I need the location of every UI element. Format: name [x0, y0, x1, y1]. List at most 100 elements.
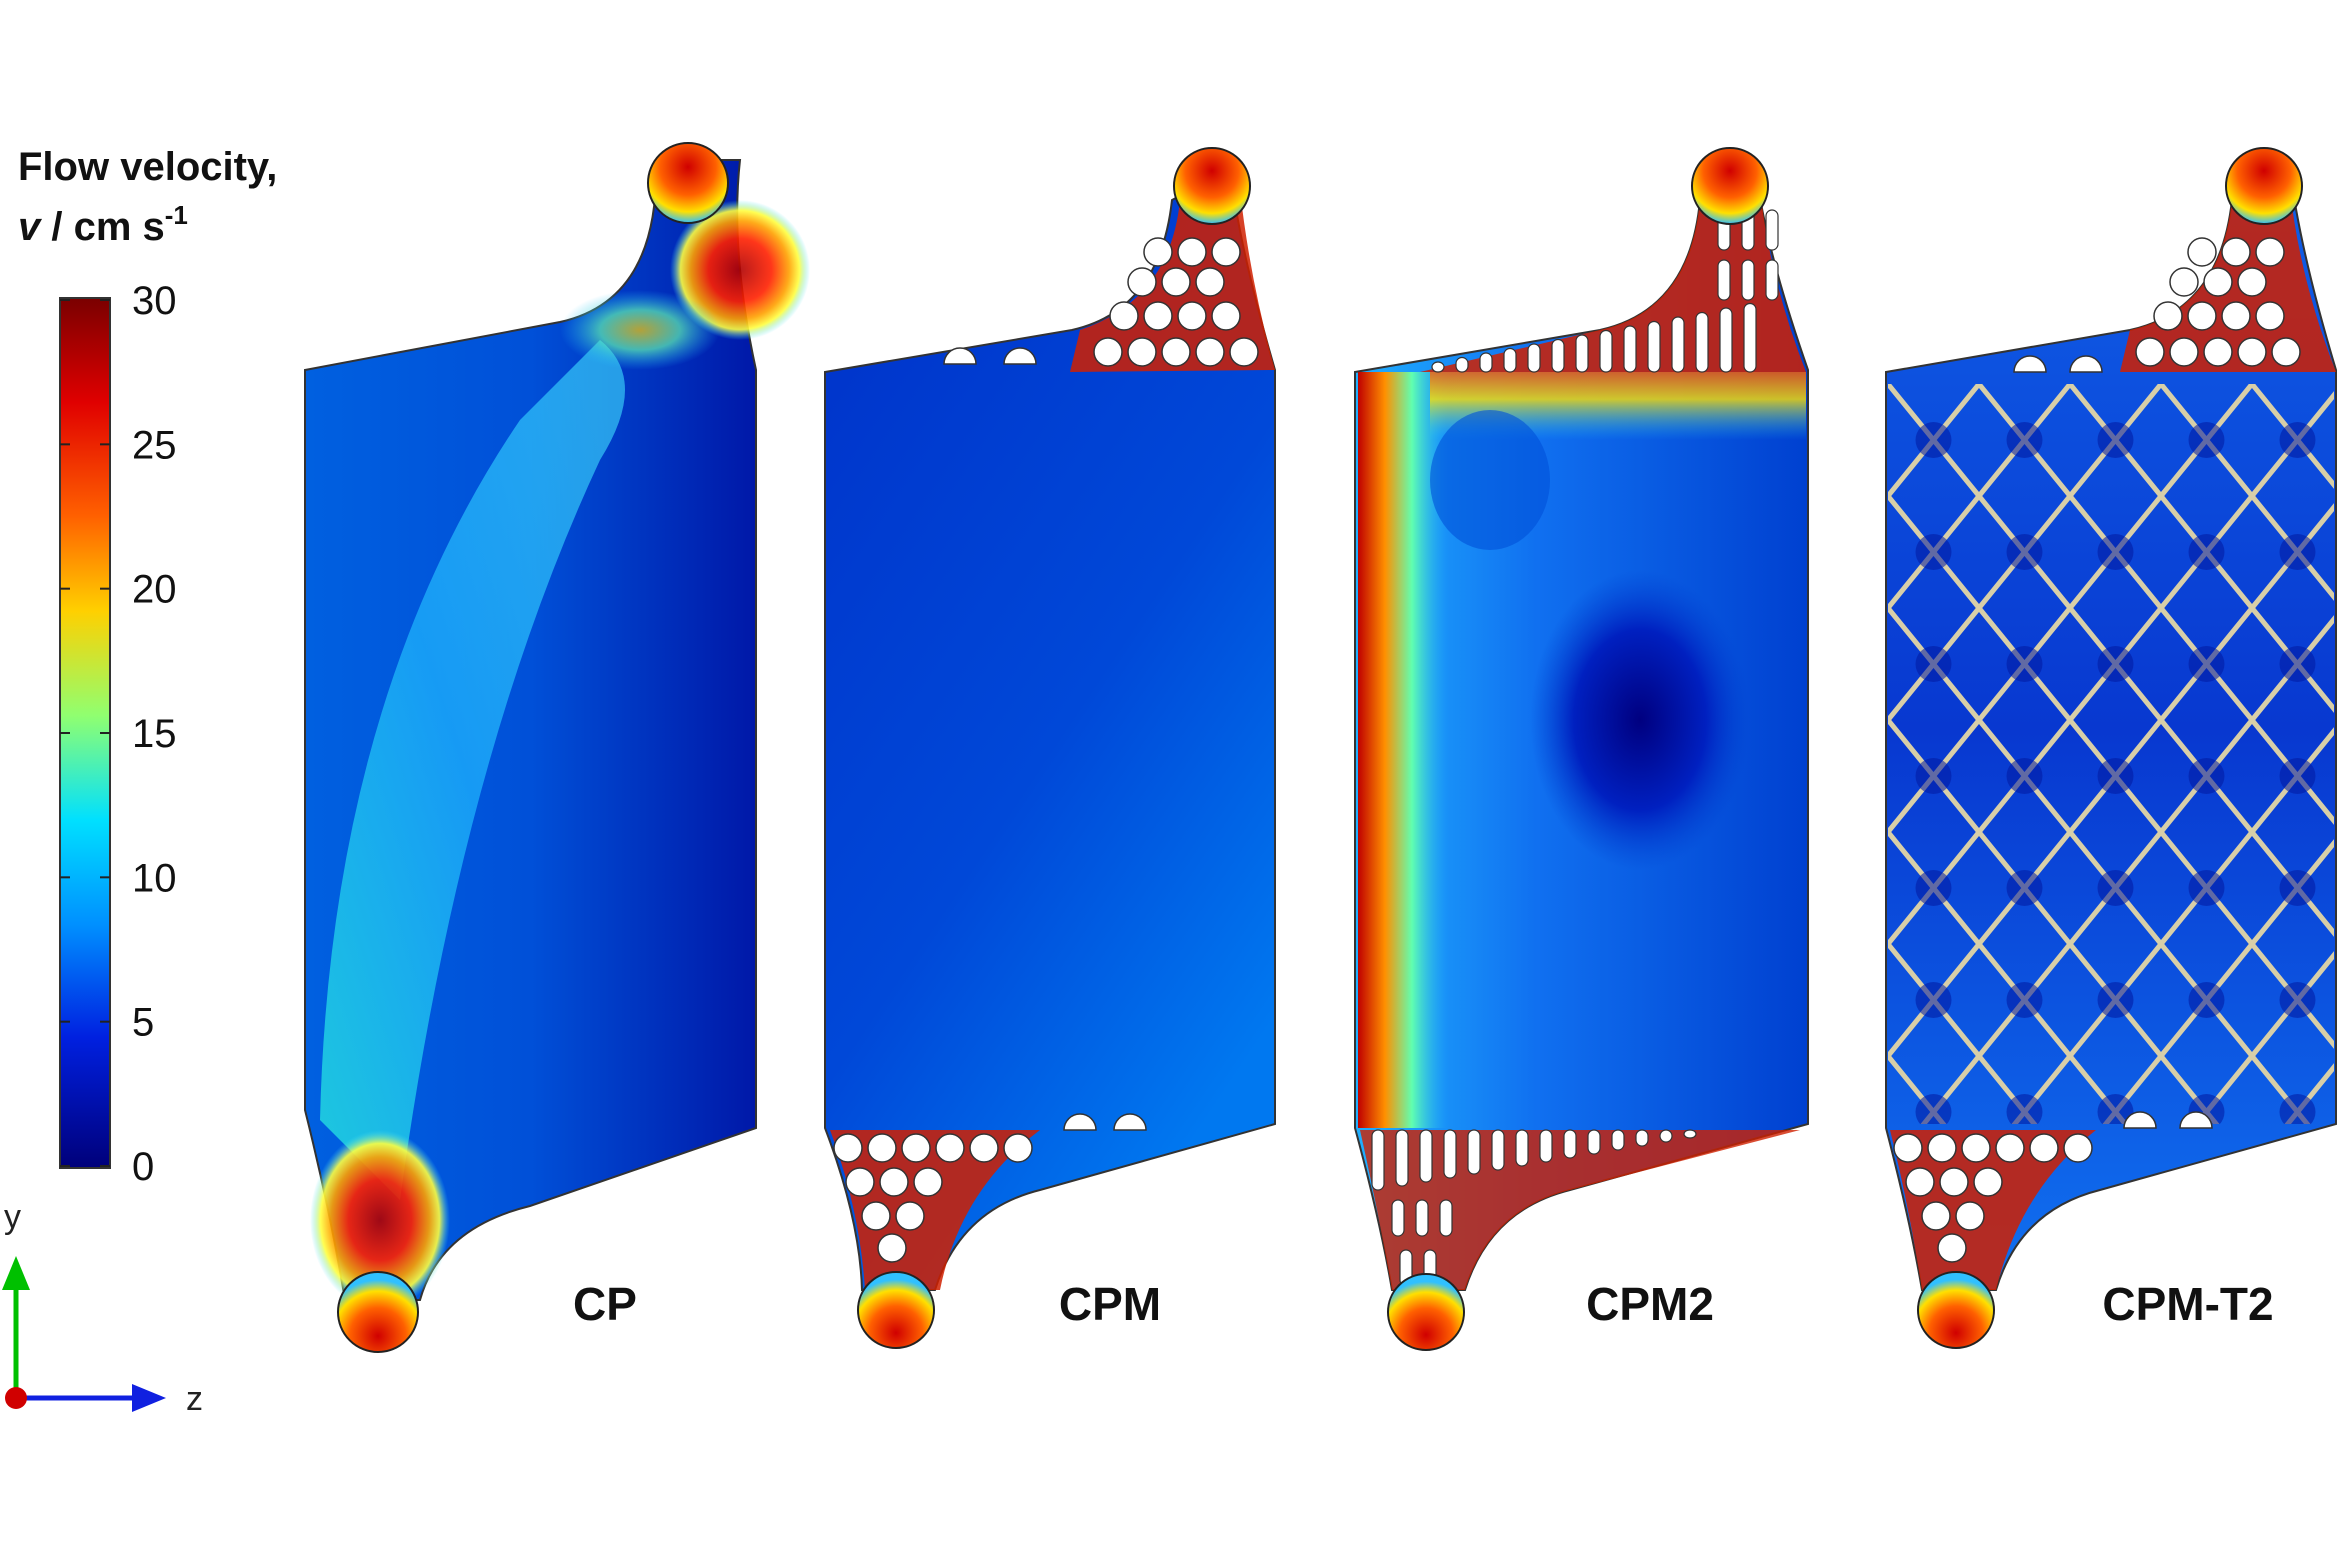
manifold-pin	[2169, 267, 2199, 297]
manifold-slot	[1371, 1129, 1385, 1191]
manifold-slot	[1491, 1129, 1505, 1171]
manifold-slot	[1563, 1129, 1577, 1159]
cpm-outlet-port	[857, 1271, 935, 1349]
cpm-manifold-pins	[833, 237, 1259, 1263]
manifold-half-pin	[2069, 355, 2103, 373]
manifold-pin	[2255, 301, 2285, 331]
manifold-pin	[1211, 237, 1241, 267]
manifold-pin	[845, 1167, 875, 1197]
panel-label-cpm2: CPM2	[1586, 1278, 1714, 1330]
manifold-pin	[1939, 1167, 1969, 1197]
manifold-slot	[1717, 259, 1731, 301]
manifold-slot	[1659, 1129, 1673, 1143]
manifold-pin	[1927, 1133, 1957, 1163]
manifold-pin	[2221, 301, 2251, 331]
cp-inlet-hotspot	[670, 200, 810, 340]
manifold-pin	[2135, 337, 2165, 367]
manifold-pin	[901, 1133, 931, 1163]
manifold-slot	[1623, 325, 1637, 373]
manifold-pin	[877, 1233, 907, 1263]
cp-diagonal-flow-band	[320, 340, 625, 1200]
manifold-pin	[1177, 237, 1207, 267]
manifold-pin	[2029, 1133, 2059, 1163]
cpm2-low-velocity-core	[1530, 570, 1750, 870]
manifold-slot	[1455, 356, 1469, 373]
manifold-slot	[1467, 1129, 1481, 1175]
cpm-t2-manifold-pins	[1893, 237, 2301, 1263]
manifold-pin	[2271, 337, 2301, 367]
manifold-pin	[1905, 1167, 1935, 1197]
colorbar-ticks: 30 25 20 15 10 5 0	[60, 279, 177, 1189]
manifold-pin	[833, 1133, 863, 1163]
manifold-pin	[1961, 1133, 1991, 1163]
manifold-slot	[1431, 361, 1445, 373]
manifold-pin	[1127, 337, 1157, 367]
manifold-pin	[2237, 267, 2267, 297]
colorbar-tick-label: 0	[132, 1145, 154, 1189]
manifold-pin	[2237, 337, 2267, 367]
manifold-pin	[1143, 237, 1173, 267]
legend-unit-text: / cm s	[40, 205, 165, 249]
manifold-half-pin	[2123, 1111, 2157, 1129]
manifold-pin	[1955, 1201, 1985, 1231]
manifold-pin	[1229, 337, 1259, 367]
manifold-pin	[879, 1167, 909, 1197]
legend-unit: v / cm s-1	[18, 200, 188, 249]
manifold-pin	[1093, 337, 1123, 367]
manifold-pin	[2063, 1133, 2093, 1163]
manifold-pin	[867, 1133, 897, 1163]
manifold-pin	[1003, 1133, 1033, 1163]
manifold-pin	[1177, 301, 1207, 331]
cpm-t2-inlet-port	[2225, 147, 2303, 225]
manifold-slot	[1719, 307, 1733, 373]
cp-inlet-port	[647, 142, 729, 224]
manifold-slot	[1479, 352, 1493, 373]
manifold-slot	[1647, 320, 1661, 373]
manifold-slot	[1765, 209, 1779, 251]
cpm-t2-turbulence-promoter-mesh	[1888, 384, 2334, 1124]
manifold-slot	[1765, 259, 1779, 301]
manifold-half-pin	[1063, 1113, 1097, 1131]
manifold-slot	[1415, 1199, 1429, 1237]
cpm2-upper-recirculation	[1430, 410, 1550, 550]
panel-label-cpm: CPM	[1059, 1278, 1161, 1330]
manifold-slot	[1515, 1129, 1529, 1167]
manifold-slot	[1503, 347, 1517, 373]
manifold-slot	[1439, 1199, 1453, 1237]
manifold-slot	[1527, 343, 1541, 373]
manifold-slot	[1671, 316, 1685, 373]
panel-cpm: CPM	[824, 147, 1276, 1349]
panel-label-cpm-t2: CPM-T2	[2102, 1278, 2273, 1330]
manifold-pin	[1195, 267, 1225, 297]
manifold-pin	[1973, 1167, 2003, 1197]
panel-cp: CP	[304, 142, 810, 1353]
colorbar-tick-label: 30	[132, 279, 177, 323]
manifold-pin	[1893, 1133, 1923, 1163]
z-axis-arrowhead	[132, 1384, 166, 1412]
manifold-pin	[2255, 237, 2285, 267]
manifold-slot	[1539, 1129, 1553, 1163]
manifold-half-pin	[1003, 347, 1037, 365]
manifold-pin	[1195, 337, 1225, 367]
legend-unit-exponent: -1	[165, 200, 188, 230]
manifold-pin	[1921, 1201, 1951, 1231]
z-axis-label: z	[186, 1380, 203, 1418]
manifold-pin	[861, 1201, 891, 1231]
manifold-slot	[1599, 329, 1613, 373]
cpm-inlet-port	[1173, 147, 1251, 225]
manifold-slot	[1741, 259, 1755, 301]
manifold-pin	[895, 1201, 925, 1231]
axis-triad: y z	[2, 1198, 203, 1418]
cp-outlet-hotspot	[310, 1130, 450, 1310]
manifold-pin	[1995, 1133, 2025, 1163]
manifold-slot	[1743, 302, 1757, 373]
cpm2-manifold-slots	[1371, 209, 1779, 1287]
panel-cpm-t2: CPM-T2	[1885, 147, 2337, 1349]
manifold-slot	[1391, 1199, 1405, 1237]
manifold-half-pin	[2013, 355, 2047, 373]
manifold-pin	[969, 1133, 999, 1163]
colorbar-tick-label: 10	[132, 856, 177, 900]
origin-marker	[5, 1387, 27, 1409]
manifold-pin	[2169, 337, 2199, 367]
